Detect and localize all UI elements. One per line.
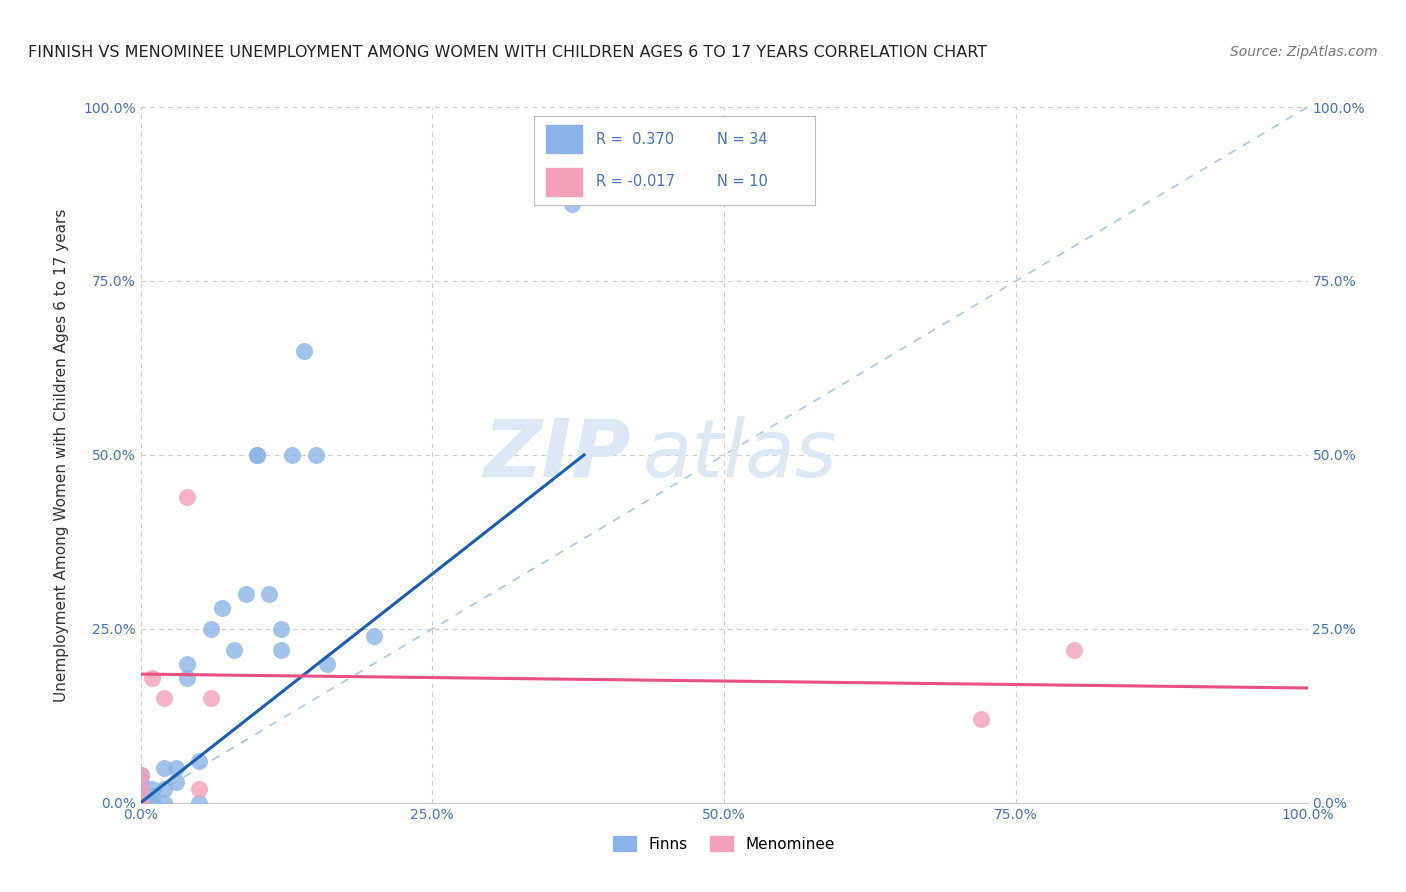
Point [129,768,152,782]
Point [200,691,222,706]
Point [176,490,198,504]
Point [970,712,993,726]
Point [246,448,269,462]
Point [129,768,152,782]
Text: R =  0.370: R = 0.370 [596,132,675,146]
Point [257,587,280,601]
Point [176,671,198,685]
Text: N = 34: N = 34 [717,132,768,146]
Point [165,775,187,789]
Point [211,601,233,615]
Point [281,448,304,462]
Point [129,775,152,789]
Point [141,781,163,796]
Point [305,448,328,462]
Bar [546,125,582,153]
Point [129,781,152,796]
Point [141,796,163,810]
Point [129,789,152,803]
Point [246,448,269,462]
Point [363,629,385,643]
Legend: Finns, Menominee: Finns, Menominee [607,830,841,858]
Bar [546,168,582,196]
Point [141,789,163,803]
Point [153,761,176,775]
Text: N = 10: N = 10 [717,175,768,189]
Point [129,796,152,810]
Point [188,796,211,810]
Point [222,642,245,657]
Point [188,781,211,796]
Text: ZIP: ZIP [484,416,631,494]
Point [188,754,211,768]
Text: atlas: atlas [643,416,837,494]
Point [129,796,152,810]
Point [292,343,315,358]
Point [141,671,163,685]
Point [129,781,152,796]
Point [165,761,187,775]
Point [235,587,257,601]
Y-axis label: Unemployment Among Women with Children Ages 6 to 17 years: Unemployment Among Women with Children A… [55,208,69,702]
Point [316,657,339,671]
Text: R = -0.017: R = -0.017 [596,175,675,189]
Text: FINNISH VS MENOMINEE UNEMPLOYMENT AMONG WOMEN WITH CHILDREN AGES 6 TO 17 YEARS C: FINNISH VS MENOMINEE UNEMPLOYMENT AMONG … [28,45,987,60]
Point [270,622,292,636]
Point [1063,642,1085,657]
Point [129,796,152,810]
Point [572,190,595,204]
Point [270,642,292,657]
Point [153,781,176,796]
Point [153,796,176,810]
Point [561,197,583,211]
Point [200,622,222,636]
Point [153,691,176,706]
Text: Source: ZipAtlas.com: Source: ZipAtlas.com [1230,45,1378,59]
Point [176,657,198,671]
